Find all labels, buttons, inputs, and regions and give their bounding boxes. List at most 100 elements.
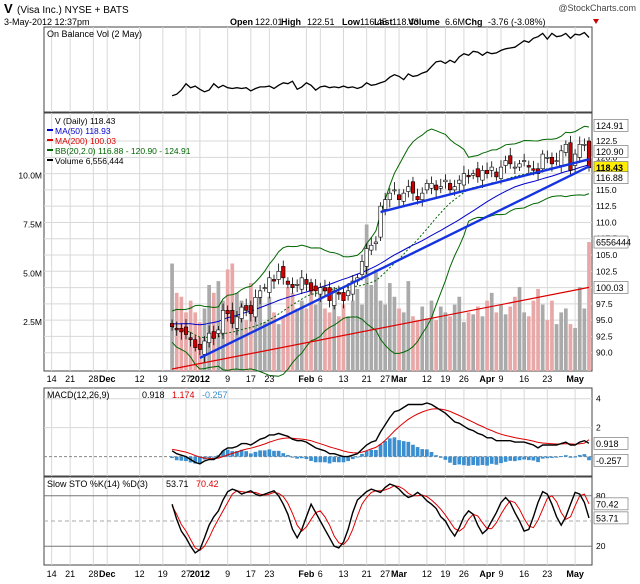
price-tick-label: 110.0 <box>596 217 617 227</box>
x-axis-label: 14 <box>47 569 57 579</box>
macd-histogram-bar <box>475 456 480 466</box>
macd-histogram-bar <box>374 449 378 457</box>
candle-body <box>359 261 365 275</box>
candle-body <box>285 280 290 285</box>
candle-body <box>424 183 429 191</box>
obv-panel: On Balance Vol (2 May) <box>43 26 593 113</box>
price-tick-label: 97.5 <box>596 299 613 309</box>
macd-histogram-bar <box>360 453 364 457</box>
volume-bar <box>383 304 388 371</box>
quote-label-chg: Chg <box>465 17 483 27</box>
macd-histogram-bar <box>258 450 262 457</box>
volume-bar <box>471 314 476 371</box>
volume-tag-box <box>593 235 629 249</box>
price-legend-item: Volume 6,556,444 <box>55 156 124 166</box>
candle-body <box>540 153 545 170</box>
volume-bar <box>341 304 346 371</box>
volume-bar <box>550 300 554 371</box>
ma200-line <box>171 286 590 370</box>
price-tag-box <box>593 145 629 158</box>
x-axis-label: 14 <box>47 374 57 384</box>
volume-bar <box>184 312 188 371</box>
candle-body <box>170 323 175 327</box>
volume-bar <box>494 312 499 371</box>
macd-histogram-bar <box>587 456 591 461</box>
x-axis-label: Feb <box>298 374 315 384</box>
x-axis-label: 28 <box>88 374 98 384</box>
candle-body <box>258 290 263 298</box>
candle-body <box>406 186 411 192</box>
x-axis-label: Apr <box>479 374 495 384</box>
x-axis-label: 27 <box>181 374 191 384</box>
price-panel: 122.5120.0117.5115.0112.5110.0107.5105.0… <box>18 112 631 377</box>
volume-bar <box>425 318 429 371</box>
candle-body <box>253 297 258 318</box>
candle-body <box>183 326 189 335</box>
candle-body <box>415 196 420 200</box>
bollinger-lower <box>171 193 590 377</box>
price-tag-box <box>593 119 629 132</box>
price-tick-label: 122.5 <box>596 136 618 146</box>
candle-body <box>498 166 504 179</box>
x-axis-label: 19 <box>158 569 168 579</box>
candle-body <box>378 205 383 238</box>
price-legend-item: V (Daily) 118.43 <box>55 116 116 126</box>
quote-label-low: Low <box>342 17 361 27</box>
volume-bar <box>299 300 304 371</box>
macd-histogram-bar <box>193 456 198 464</box>
x-axis-label: 12 <box>422 569 432 579</box>
macd-histogram-bar <box>170 456 174 459</box>
volume-bar <box>526 316 531 371</box>
price-tag-box <box>593 171 629 184</box>
x-axis-label: Feb <box>298 569 315 579</box>
macd-histogram-bar <box>174 456 179 461</box>
macd-histogram-bar <box>253 451 258 457</box>
macd-histogram-bar <box>221 450 225 457</box>
candle-body <box>392 189 397 192</box>
candle-body <box>508 155 513 165</box>
volume-bar <box>355 288 360 371</box>
candle-body <box>401 192 406 202</box>
candle-body <box>420 192 425 200</box>
candle-body <box>466 174 471 178</box>
x-axis-label: 21 <box>362 569 372 579</box>
candle-body <box>262 287 267 289</box>
x-axis-label: 17 <box>246 569 256 579</box>
sto-tag-box <box>593 511 629 525</box>
quote-value-high: 122.51 <box>307 17 335 27</box>
volume-bar <box>536 288 540 371</box>
volume-bar <box>545 320 550 371</box>
volume-bar <box>336 316 341 371</box>
volume-bar <box>244 320 249 371</box>
volume-bar <box>563 308 568 371</box>
candle-body <box>193 339 198 348</box>
macd-histogram-bar <box>355 456 360 458</box>
macd-tag: -0.257 <box>596 456 622 466</box>
volume-bar <box>434 320 438 371</box>
macd-histogram-bar <box>290 456 295 458</box>
macd-tick-label: 4 <box>596 394 601 404</box>
quote-label-volume: Volume <box>408 17 440 27</box>
candle-body <box>452 186 457 191</box>
macd-histogram-bar <box>443 456 448 460</box>
candle-body <box>364 248 369 267</box>
x-axis-label: Dec <box>99 374 116 384</box>
x-axis-label: 6 <box>318 569 323 579</box>
macd-histogram-bar <box>369 449 374 457</box>
macd-histogram-bar <box>406 441 411 457</box>
candle-body <box>447 183 453 191</box>
price-tick-label: 102.5 <box>596 266 618 276</box>
volume-bar <box>392 296 397 371</box>
quote-value-chg: -3.76 (-3.08%) <box>488 17 546 27</box>
macd-histogram-bar <box>327 456 332 464</box>
candle-body <box>531 168 536 171</box>
volume-bar <box>540 304 545 371</box>
candle-body <box>202 340 207 355</box>
candle-body <box>281 266 286 279</box>
macd-histogram-bar <box>364 450 369 457</box>
price-tick-label: 95.0 <box>596 315 613 325</box>
macd-frame <box>43 387 593 477</box>
macd-line <box>171 402 590 465</box>
macd-histogram-bar <box>582 454 587 457</box>
